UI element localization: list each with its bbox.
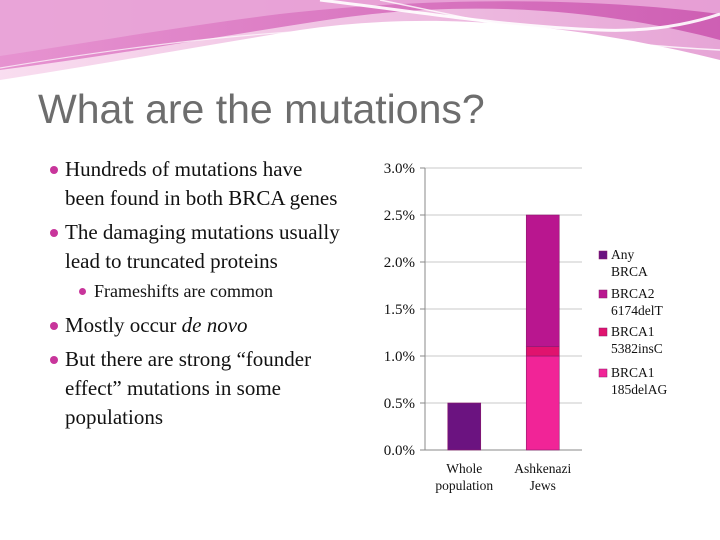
- bullet-list: Hundreds of mutations have been found in…: [46, 155, 346, 437]
- legend-swatch: [598, 250, 608, 260]
- legend-label: 6174delT: [611, 303, 663, 318]
- y-tick-label: 1.5%: [384, 302, 415, 318]
- bullet-text: Hundreds of mutations have been found in…: [65, 157, 338, 210]
- sub-bullet-item: Frameshifts are common: [46, 279, 346, 303]
- bullet-dot-icon: [50, 356, 58, 364]
- y-tick-label: 0.0%: [384, 443, 415, 459]
- slide-title: What are the mutations?: [38, 86, 485, 132]
- bullet-text: But there are strong “founder effect” mu…: [65, 347, 312, 429]
- bullet-text: Frameshifts are common: [94, 281, 273, 301]
- bullet-text: The damaging mutations usually lead to t…: [65, 220, 340, 273]
- bullet-item: The damaging mutations usually lead to t…: [46, 218, 346, 276]
- bullet-dot-icon: [50, 166, 58, 174]
- legend-label: 185delAG: [611, 382, 667, 397]
- bullet-item: Mostly occur de novo: [46, 311, 346, 340]
- y-tick-label: 1.0%: [384, 349, 415, 365]
- bar-segment: [447, 402, 482, 451]
- legend-label: BRCA2: [611, 286, 655, 301]
- legend-label: Any: [611, 247, 634, 262]
- header-wave-decoration: [0, 0, 720, 80]
- y-tick-label: 2.0%: [384, 255, 415, 271]
- x-category-label: Whole: [446, 461, 482, 476]
- bullet-dot-icon: [50, 229, 58, 237]
- bar-segment: [525, 346, 560, 357]
- legend-swatch: [598, 327, 608, 337]
- bar-segment: [525, 355, 560, 451]
- bar-segment: [525, 214, 560, 347]
- x-category-label: population: [435, 478, 493, 493]
- bullet-dot-icon: [79, 288, 86, 295]
- legend-label: BRCA1: [611, 365, 655, 380]
- bullet-text: Mostly occur: [65, 313, 182, 337]
- x-category-label: Ashkenazi: [514, 461, 571, 476]
- legend-label: 5382insC: [611, 341, 663, 356]
- bullet-item: Hundreds of mutations have been found in…: [46, 155, 346, 213]
- legend-label: BRCA1: [611, 324, 655, 339]
- bullet-dot-icon: [50, 322, 58, 330]
- y-tick-label: 0.5%: [384, 396, 415, 412]
- y-tick-label: 3.0%: [384, 161, 415, 177]
- legend-swatch: [598, 368, 608, 378]
- x-category-label: Jews: [530, 478, 556, 493]
- legend-swatch: [598, 289, 608, 299]
- legend-label: BRCA: [611, 264, 648, 279]
- y-tick-label: 2.5%: [384, 208, 415, 224]
- bullet-item: But there are strong “founder effect” mu…: [46, 345, 346, 432]
- bullet-text-italic: de novo: [181, 313, 248, 337]
- stacked-bar-chart: 0.0% 0.5% 1.0% 1.5% 2.0% 2.5% 3.0% Whole populat…: [384, 161, 668, 493]
